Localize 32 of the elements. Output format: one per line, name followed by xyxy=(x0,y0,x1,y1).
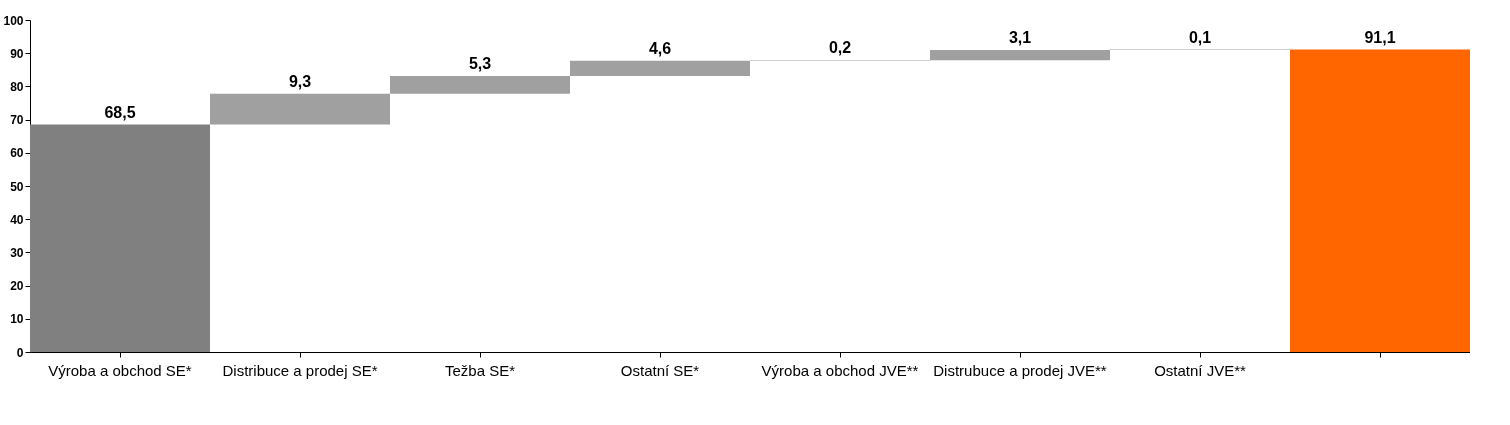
data-label: 3,1 xyxy=(1008,28,1032,46)
bar xyxy=(1290,49,1470,352)
x-tick-label: Distribuce a prodej SE* xyxy=(222,361,378,379)
x-tick-label: Ostatní JVE** xyxy=(1154,361,1247,379)
data-label: 4,6 xyxy=(648,39,672,57)
bar xyxy=(210,93,390,125)
bar xyxy=(390,76,570,94)
x-tick-label: Výroba a obchod SE* xyxy=(48,361,192,379)
y-tick-label: 50 xyxy=(10,179,24,194)
y-tick-label: 100 xyxy=(3,13,24,28)
x-tick-label: Výroba a obchod JVE** xyxy=(761,361,919,379)
y-tick-label: 40 xyxy=(10,212,24,227)
bar xyxy=(30,124,210,352)
y-tick-label: 80 xyxy=(10,79,24,94)
x-tick-label: Ostatní SE* xyxy=(620,361,700,379)
x-tick-label: Distrubuce a prodej JVE** xyxy=(933,361,1107,379)
y-tick-label: 10 xyxy=(10,312,24,327)
y-tick-label: 70 xyxy=(10,113,24,128)
y-tick-label: 90 xyxy=(10,46,24,61)
y-tick-label: 60 xyxy=(10,146,24,161)
y-tick-label: 0 xyxy=(16,345,24,360)
data-label: 5,3 xyxy=(468,55,492,73)
data-label: 0,1 xyxy=(1188,28,1212,46)
bar xyxy=(930,49,1110,61)
data-label: 68,5 xyxy=(104,103,136,121)
data-label: 91,1 xyxy=(1364,28,1396,46)
y-tick-label: 30 xyxy=(10,245,24,260)
data-label: 9,3 xyxy=(288,72,312,90)
y-tick-label: 20 xyxy=(10,279,24,294)
x-tick-label: Težba SE* xyxy=(444,361,516,379)
data-label: 0,2 xyxy=(828,39,852,57)
bar xyxy=(570,60,750,77)
